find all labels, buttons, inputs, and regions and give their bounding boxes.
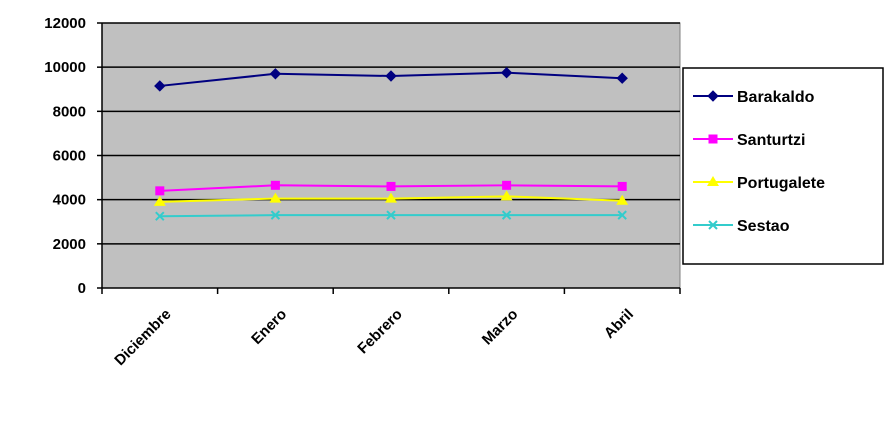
series-portugalete — [153, 190, 629, 206]
data-point — [270, 180, 280, 190]
legend-label: Sestao — [737, 218, 790, 235]
data-point — [386, 210, 396, 220]
y-tick-label: 4000 — [53, 192, 86, 209]
legend-label: Santurtzi — [737, 132, 805, 149]
series-santurtzi — [155, 180, 627, 196]
legend-item: Barakaldo — [693, 89, 815, 106]
data-point — [707, 90, 719, 102]
data-point — [617, 210, 627, 220]
legend-item: Sestao — [693, 218, 790, 235]
x-tick-label: Marzo — [479, 306, 522, 349]
data-point — [270, 210, 281, 220]
legend-box — [682, 67, 884, 265]
data-point — [155, 211, 165, 221]
data-point — [707, 176, 719, 186]
y-tick-label: 0 — [78, 280, 86, 297]
data-point — [708, 134, 718, 144]
x-tick-label: Enero — [248, 306, 290, 348]
legend-label: Barakaldo — [737, 89, 815, 106]
y-tick-label: 2000 — [53, 236, 86, 253]
data-point — [269, 192, 282, 203]
data-point — [616, 194, 629, 205]
legend-item: Santurtzi — [693, 132, 805, 149]
legend: Barakaldo Santurtzi Portugalete Sestao — [682, 67, 884, 265]
data-point — [385, 192, 397, 203]
data-point — [385, 70, 397, 82]
data-point — [708, 220, 718, 230]
data-point — [153, 195, 166, 206]
y-tick-label: 8000 — [53, 103, 86, 120]
legend-label: Portugalete — [737, 175, 825, 192]
x-tick-label: Diciembre — [111, 306, 174, 369]
series-sestao — [155, 210, 627, 221]
series-layer — [153, 66, 629, 221]
data-point — [501, 210, 512, 220]
data-point — [154, 80, 166, 92]
x-tick-label: Febrero — [354, 306, 406, 358]
data-point — [269, 68, 282, 80]
data-point — [617, 181, 627, 191]
data-point — [502, 180, 512, 190]
y-tick-label: 12000 — [44, 15, 86, 32]
legend-item: Portugalete — [693, 175, 825, 192]
data-point — [155, 186, 165, 196]
x-tick-label: Abril — [601, 306, 637, 342]
y-tick-label: 6000 — [53, 148, 86, 165]
data-point — [616, 72, 628, 84]
data-point — [500, 190, 513, 201]
y-axis-ticks: 0 2000 4000 6000 8000 10000 12000 — [44, 15, 102, 297]
series-barakaldo — [154, 66, 628, 92]
x-axis-ticks: Diciembre Enero Febrero Marzo Abril — [101, 288, 681, 369]
y-tick-label: 10000 — [44, 59, 86, 76]
data-point — [386, 181, 396, 191]
data-point — [500, 66, 513, 79]
